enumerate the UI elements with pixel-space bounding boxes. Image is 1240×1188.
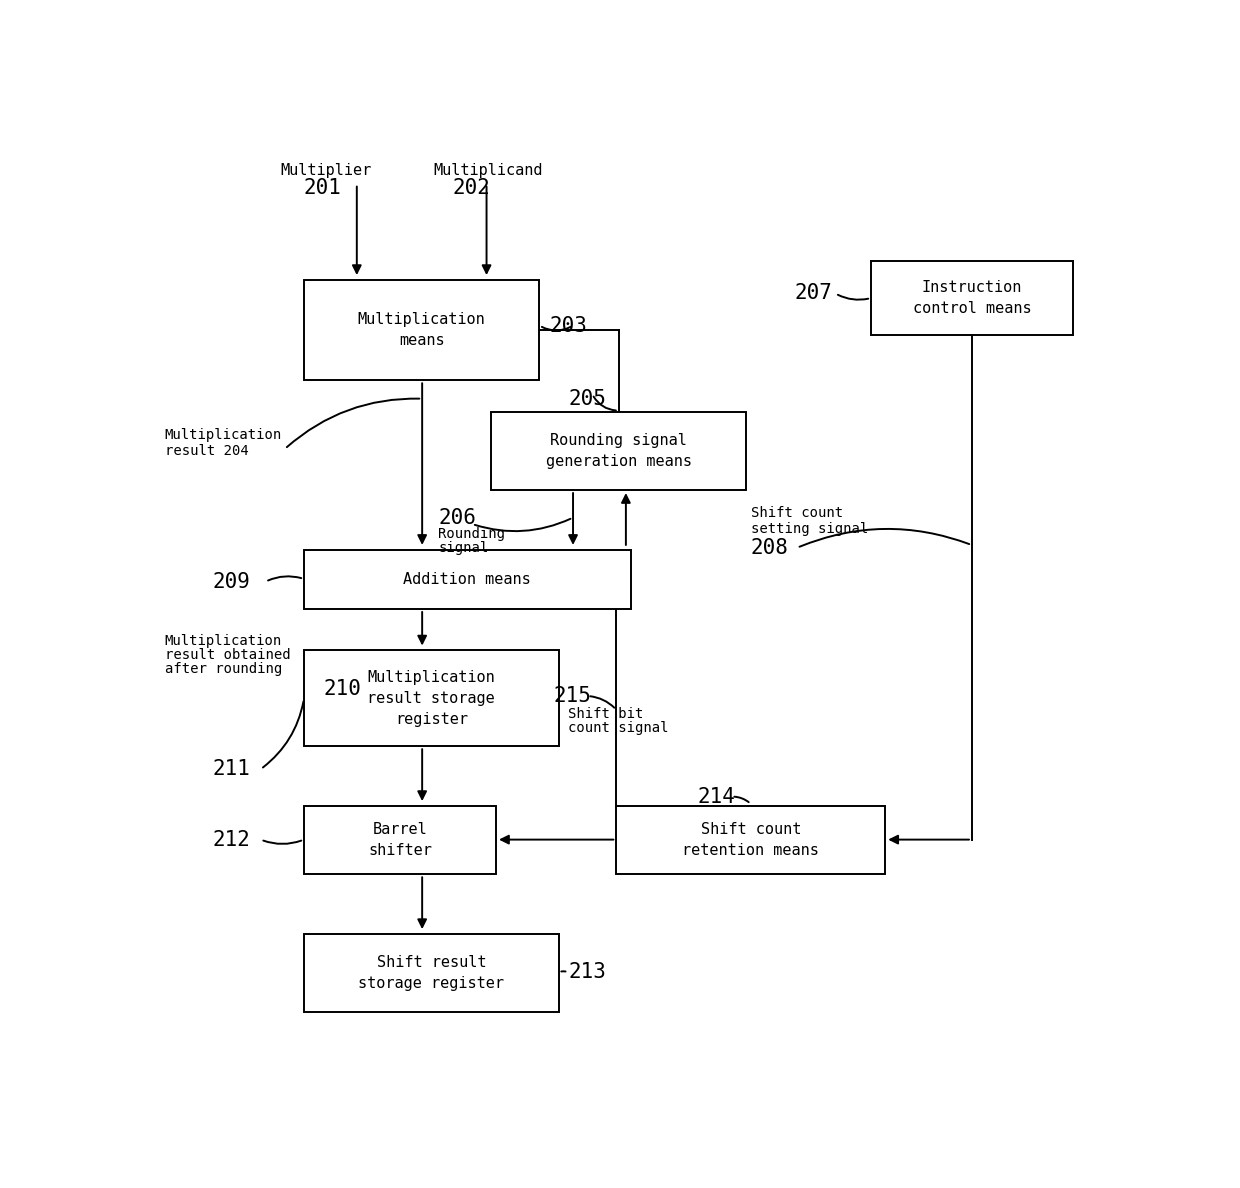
Text: 209: 209	[213, 571, 250, 592]
FancyBboxPatch shape	[304, 650, 559, 746]
Text: 215: 215	[554, 685, 591, 706]
Text: 201: 201	[304, 178, 342, 198]
Text: Multiplication: Multiplication	[165, 429, 281, 442]
Text: count signal: count signal	[568, 721, 668, 735]
FancyBboxPatch shape	[491, 412, 746, 491]
Text: Multiplier: Multiplier	[280, 163, 371, 177]
Text: 207: 207	[794, 284, 832, 303]
Text: 214: 214	[698, 786, 735, 807]
FancyBboxPatch shape	[304, 550, 631, 609]
Text: setting signal: setting signal	[751, 522, 868, 536]
Text: Instruction
control means: Instruction control means	[913, 280, 1032, 316]
FancyBboxPatch shape	[616, 805, 885, 874]
Text: result obtained: result obtained	[165, 647, 290, 662]
Text: Shift count: Shift count	[751, 506, 843, 520]
Text: 208: 208	[751, 538, 789, 558]
Text: Multiplication
result storage
register: Multiplication result storage register	[367, 670, 495, 727]
Text: 202: 202	[453, 178, 491, 198]
Text: 212: 212	[213, 829, 250, 849]
Text: 211: 211	[213, 759, 250, 779]
Text: Multiplication
means: Multiplication means	[358, 312, 486, 348]
Text: Barrel
shifter: Barrel shifter	[368, 822, 432, 858]
Text: 203: 203	[549, 316, 587, 335]
Text: after rounding: after rounding	[165, 662, 281, 676]
Text: Addition means: Addition means	[403, 571, 531, 587]
Text: 210: 210	[324, 678, 361, 699]
Text: 206: 206	[439, 507, 476, 527]
Text: Shift bit: Shift bit	[568, 707, 644, 721]
Text: Rounding signal
generation means: Rounding signal generation means	[546, 434, 692, 469]
Text: signal: signal	[439, 541, 489, 555]
FancyBboxPatch shape	[304, 805, 496, 874]
Text: result 204: result 204	[165, 444, 248, 457]
Text: Multiplication: Multiplication	[165, 634, 281, 649]
Text: Shift count
retention means: Shift count retention means	[682, 822, 820, 858]
Text: Multiplicand: Multiplicand	[434, 163, 543, 177]
Text: Rounding: Rounding	[439, 527, 506, 541]
Text: 205: 205	[568, 388, 606, 409]
Text: Shift result
storage register: Shift result storage register	[358, 955, 505, 991]
Text: 213: 213	[568, 962, 606, 982]
FancyBboxPatch shape	[870, 261, 1073, 335]
FancyBboxPatch shape	[304, 934, 559, 1012]
FancyBboxPatch shape	[304, 280, 539, 380]
